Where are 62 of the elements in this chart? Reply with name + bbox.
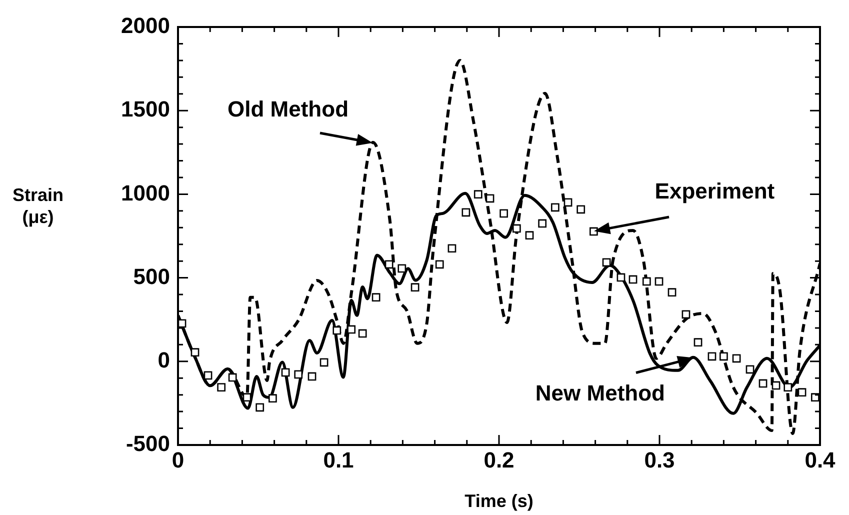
point — [448, 244, 456, 253]
point — [772, 381, 780, 390]
series-label: New Method — [535, 380, 665, 406]
series-label: Old Method — [228, 96, 348, 122]
point — [564, 198, 572, 207]
point — [720, 352, 728, 361]
point — [538, 219, 547, 228]
y-axis-title: Strain (με) — [12, 184, 64, 227]
point — [486, 194, 494, 203]
point — [811, 393, 820, 402]
y-tick-label: 2000 — [121, 13, 170, 38]
y-tick-label: 0 — [158, 347, 170, 372]
point — [384, 260, 394, 269]
point — [798, 388, 806, 397]
point — [642, 277, 651, 286]
point — [732, 354, 741, 363]
y-tick-label: -500 — [126, 431, 170, 456]
point — [616, 273, 626, 282]
point — [358, 329, 367, 338]
x-tick-label: 0.4 — [804, 447, 836, 472]
point — [294, 370, 303, 379]
point — [654, 277, 664, 286]
y-tick-label: 1500 — [121, 96, 170, 122]
point — [242, 393, 252, 402]
point — [784, 383, 792, 392]
y-tick-label: 1000 — [121, 180, 170, 206]
point — [281, 368, 290, 377]
point — [268, 394, 277, 403]
x-tick-label: 0.3 — [644, 447, 675, 472]
point — [525, 231, 534, 240]
point — [550, 203, 560, 212]
point — [332, 326, 342, 335]
point — [228, 373, 237, 382]
point — [602, 258, 611, 267]
point — [576, 205, 586, 214]
point — [500, 209, 508, 218]
point — [398, 264, 406, 273]
x-tick-label: 0.2 — [484, 447, 514, 472]
point — [320, 358, 328, 367]
point — [308, 372, 316, 381]
x-axis-title: Time (s) — [464, 491, 534, 512]
point — [682, 310, 690, 319]
point — [708, 352, 716, 361]
point — [217, 383, 226, 392]
point — [628, 275, 638, 284]
point — [668, 288, 676, 297]
point — [694, 338, 702, 347]
point — [435, 260, 444, 269]
point — [746, 365, 754, 374]
point — [204, 371, 212, 380]
point — [462, 208, 470, 217]
point — [347, 325, 356, 334]
point — [474, 190, 482, 199]
point — [372, 293, 380, 302]
y-tick-label: 500 — [133, 264, 170, 289]
point — [190, 348, 200, 357]
legend-label: Experiment — [654, 178, 776, 204]
x-tick-label: 0.1 — [323, 447, 354, 472]
point — [256, 403, 264, 412]
point — [410, 283, 420, 292]
point — [758, 379, 768, 388]
point — [512, 224, 521, 233]
